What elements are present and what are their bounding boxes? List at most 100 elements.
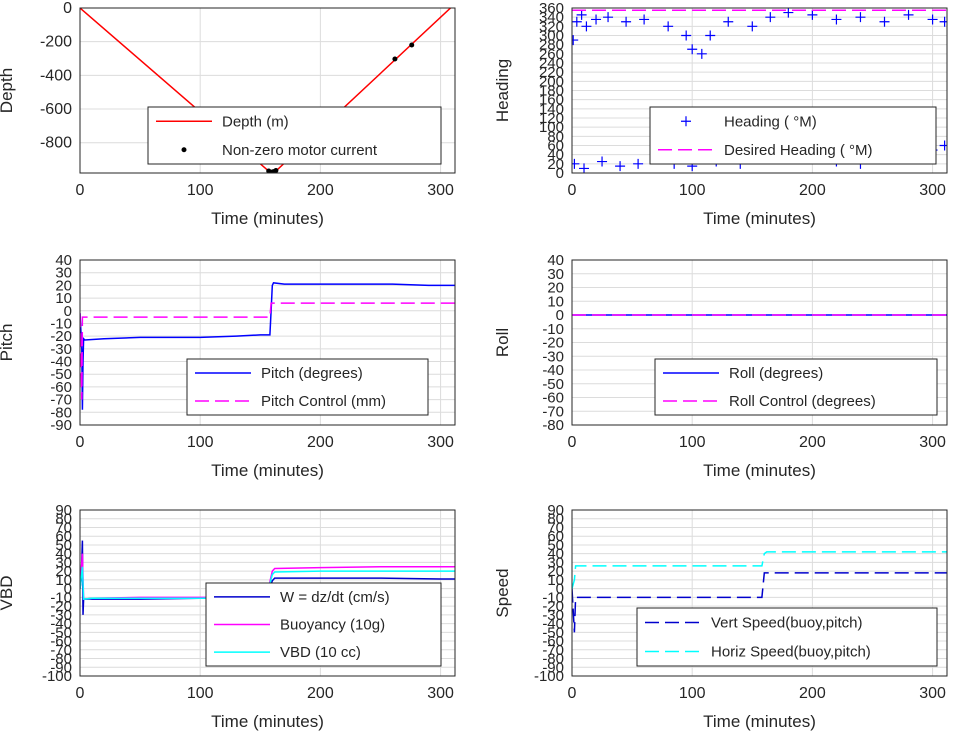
heading-point [633,158,644,169]
speed-ytick-label: 20 [547,563,564,580]
vbd-ytick-label: 70 [55,519,72,536]
heading-xtick-label: 100 [679,182,706,199]
heading-point [723,16,734,27]
speed-ytick-label: -80 [542,651,564,668]
roll-xtick-label: 100 [679,434,706,451]
heading-point [681,30,692,41]
vbd-axes-frame [79,509,456,677]
pitch-series-line [80,282,455,410]
roll-legend-label: Roll Control (degrees) [729,393,876,410]
roll-ytick-label: -30 [542,348,564,365]
depth-axes: 0 100 200 300 0 -200 -400 -600 -800 Time (minutes… [0,0,456,228]
depth-series-group [80,8,452,173]
depth-legend-swatch [181,147,187,153]
speed-xtick-label: 0 [568,685,577,702]
speed-legend-box [636,607,938,667]
speed-ytick-label: 0 [556,581,564,598]
vbd-ytick-label: 30 [55,554,72,571]
vbd-ytick-label: -100 [42,668,72,685]
heading-ytick-label: 40 [547,147,564,164]
heading-legend-label: Heading ( °M) [724,113,817,130]
roll-xlabel: Time (minutes) [703,461,816,480]
depth-legend-box [147,106,442,165]
vbd-ytick-label: -10 [50,589,72,606]
depth-legend-label: Depth (m) [222,113,289,130]
pitch-ytick-label: -10 [50,315,72,332]
speed-ytick-label: 90 [547,502,564,519]
heading-axes: 0 100 200 300020406080100120140160180200220… [493,0,948,228]
vbd-ytick-label: 50 [55,537,72,554]
vbd-ytick-label: 0 [64,581,72,598]
heading-ytick-label: 180 [539,83,564,100]
pitch-ylabel: Pitch [0,324,16,362]
heading-legend-box [649,106,937,165]
depth-ytick-label: -400 [40,67,72,84]
heading-ytick-label: 80 [547,128,564,145]
vbd-ylabel: VBD [0,576,16,611]
speed-legend-label: Vert Speed(buoy,pitch) [711,615,862,632]
heading-ytick-label: 340 [539,9,564,26]
vbd-ytick-label: -60 [50,633,72,650]
vbd-xlabel: Time (minutes) [211,712,324,731]
roll-axes-frame [571,259,948,426]
heading-ylabel: Heading [493,59,512,122]
heading-point [939,140,947,151]
depth-legend-label: Non-zero motor current [222,142,378,159]
roll-legend-label: Roll (degrees) [729,365,823,382]
heading-point [579,163,590,173]
pitch-ytick-label: 0 [64,303,72,320]
pitch-ytick-label: 30 [55,265,72,282]
pitch-ytick-label: -30 [50,341,72,358]
depth-point [392,56,398,62]
pitch-xtick-label: 100 [187,434,214,451]
roll-ytick-label: 10 [547,293,564,310]
pitch-ytick-label: 20 [55,277,72,294]
heading-point [927,14,938,25]
vbd-xtick-label: 200 [307,685,334,702]
pitch-xlabel: Time (minutes) [211,461,324,480]
speed-ylabel: Speed [493,568,512,617]
roll-legend: Roll (degrees) Roll Control (degrees) [654,358,938,416]
heading-point [576,9,587,20]
speed-ytick-label: -50 [542,624,564,641]
heading-point [572,35,579,46]
pitch-ytick-label: -50 [50,366,72,383]
speed-ytick-label: -40 [542,616,564,633]
roll-ytick-label: -70 [542,403,564,420]
heading-point [747,21,758,32]
heading-point [831,14,842,25]
depth-ytick-label: -600 [40,101,72,118]
heading-ytick-label: 280 [539,37,564,54]
heading-point [855,12,866,23]
vbd-xtick-label: 100 [187,685,214,702]
heading-point [765,12,776,23]
vbd-ytick-label: -20 [50,598,72,615]
depth-xtick-label: 200 [307,182,334,199]
heading-ytick-label: 220 [539,64,564,81]
pitch-axes-frame [79,259,456,426]
speed-ytick-label: -70 [542,642,564,659]
depth-ytick-label: 0 [63,0,72,17]
depth-xtick-label: 100 [187,182,214,199]
heading-xtick-label: 0 [568,182,577,199]
heading-xtick-label: 200 [799,182,826,199]
heading-point [603,12,614,23]
depth-legend: Depth (m) Non-zero motor current [147,106,442,165]
speed-ytick-label: 50 [547,537,564,554]
heading-point [581,21,592,32]
heading-ytick-label: 100 [539,119,564,136]
heading-point [572,16,582,27]
speed-ytick-label: 80 [547,511,564,528]
pitch-xtick-label: 200 [307,434,334,451]
vbd-legend-label: Buoyancy (10g) [280,617,385,634]
roll-ytick-label: -80 [542,417,564,434]
speed-xtick-label: 100 [679,685,706,702]
roll-ytick-label: -60 [542,390,564,407]
vbd-ytick-label: 60 [55,528,72,545]
heading-ytick-label: 200 [539,73,564,90]
heading-point [591,14,602,25]
pitch-legend-label: Pitch Control (mm) [261,393,386,410]
heading-xtick-label: 300 [919,182,946,199]
vbd-legend-label: W = dz/dt (cm/s) [280,589,390,606]
